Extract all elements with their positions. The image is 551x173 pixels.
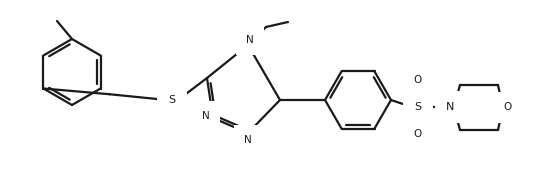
- Text: N: N: [202, 111, 210, 121]
- Text: O: O: [414, 129, 422, 139]
- Text: N: N: [446, 102, 454, 112]
- Text: S: S: [414, 102, 422, 112]
- Text: O: O: [414, 75, 422, 85]
- Text: N: N: [246, 35, 254, 45]
- Text: N: N: [244, 135, 252, 145]
- Text: O: O: [503, 102, 511, 112]
- Text: S: S: [169, 95, 176, 105]
